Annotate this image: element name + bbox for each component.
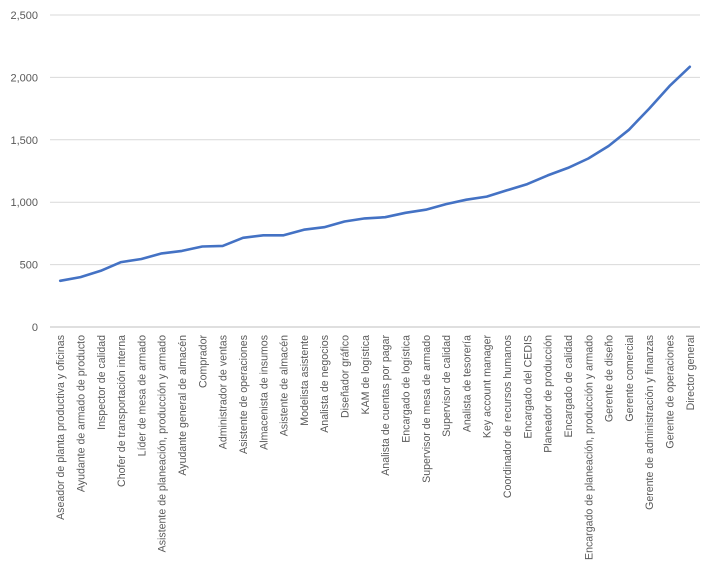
- x-tick-label: Gerente de operaciones: [665, 335, 677, 449]
- x-tick-label: Encargado de planeación, producción y ar…: [583, 335, 595, 560]
- data-point: [242, 237, 244, 239]
- x-tick-label: Gerente de diseño: [604, 335, 616, 422]
- data-point: [465, 199, 467, 201]
- gridlines: [50, 14, 700, 328]
- x-tick-label: Coordinador de recursos humanos: [502, 335, 514, 498]
- x-tick-label: Inspector de calidad: [96, 335, 108, 430]
- x-axis-ticks: Aseador de planta productiva y oficinas A…: [55, 335, 697, 560]
- data-point: [384, 216, 386, 218]
- y-tick-label: 2,500: [10, 10, 38, 22]
- data-point: [628, 129, 630, 131]
- x-tick-label: Diseñador gráfico: [340, 335, 352, 418]
- y-tick-label: 0: [32, 322, 38, 334]
- x-tick-label: Asistente de almacén: [279, 335, 291, 436]
- y-tick-label: 1,000: [10, 197, 38, 209]
- x-tick-label: Planeador de producción: [543, 335, 555, 453]
- series-line: [58, 65, 692, 283]
- data-point: [201, 245, 203, 247]
- x-tick-label: Director general: [685, 335, 697, 410]
- data-point: [668, 85, 670, 87]
- data-point: [221, 245, 223, 247]
- data-point: [100, 270, 102, 272]
- x-tick-label: Modelista asistente: [299, 335, 311, 426]
- data-point: [161, 252, 163, 254]
- x-tick-label: Asistente de operaciones: [238, 335, 250, 454]
- data-point: [323, 226, 325, 228]
- data-point: [404, 212, 406, 214]
- data-point: [506, 189, 508, 191]
- data-point: [181, 250, 183, 252]
- data-point: [526, 183, 528, 185]
- data-point: [282, 234, 284, 236]
- data-point: [59, 280, 61, 282]
- data-point: [140, 258, 142, 260]
- y-tick-label: 500: [20, 260, 38, 272]
- x-tick-label: Analista de cuentas por pagar: [380, 335, 392, 476]
- x-tick-label: Administrador de ventas: [218, 335, 230, 449]
- x-tick-label: Supervisor de calidad: [441, 335, 453, 437]
- data-point: [689, 66, 691, 68]
- x-tick-label: Analista de tesorería: [461, 335, 473, 432]
- data-point: [648, 107, 650, 109]
- data-point: [343, 220, 345, 222]
- data-point: [425, 208, 427, 210]
- y-axis-ticks: 0 500 1,000 1,500 2,000 2,500: [10, 10, 38, 334]
- x-tick-label: Gerente de administración y finanzas: [644, 335, 656, 510]
- data-point: [567, 167, 569, 169]
- x-tick-label: Encargado de logística: [400, 335, 412, 443]
- data-point: [587, 157, 589, 159]
- data-point: [303, 228, 305, 230]
- data-point: [364, 217, 366, 219]
- data-point: [546, 174, 548, 176]
- x-tick-label: Analista de negocios: [319, 335, 331, 433]
- x-tick-label: Líder de mesa de armado: [136, 335, 148, 456]
- data-point: [486, 195, 488, 197]
- x-tick-label: Almacenista de insumos: [258, 335, 270, 450]
- data-point: [79, 276, 81, 278]
- x-tick-label: Aseador de planta productiva y oficinas: [55, 335, 67, 520]
- x-tick-label: KAM de logística: [360, 335, 372, 415]
- x-tick-label: Comprador: [197, 335, 209, 388]
- data-point: [120, 261, 122, 263]
- x-tick-label: Ayudante general de almacén: [177, 335, 189, 476]
- x-tick-label: Supervisor de mesa de armado: [421, 335, 433, 483]
- data-point: [262, 234, 264, 236]
- x-tick-label: Gerente comercial: [624, 335, 636, 422]
- x-tick-label: Encargado de calidad: [563, 335, 575, 438]
- data-point: [607, 145, 609, 147]
- data-point: [445, 203, 447, 205]
- x-tick-label: Key account manager: [482, 335, 494, 439]
- x-tick-label: Encargado del CEDIS: [522, 335, 534, 439]
- y-tick-label: 2,000: [10, 72, 38, 84]
- x-tick-label: Ayudante de armado de producto: [75, 335, 87, 492]
- x-tick-label: Asistente de planeación, producción y ar…: [157, 335, 169, 552]
- series-layer: [58, 65, 692, 283]
- y-tick-label: 1,500: [10, 135, 38, 147]
- x-tick-label: Chofer de transportación interna: [116, 335, 128, 487]
